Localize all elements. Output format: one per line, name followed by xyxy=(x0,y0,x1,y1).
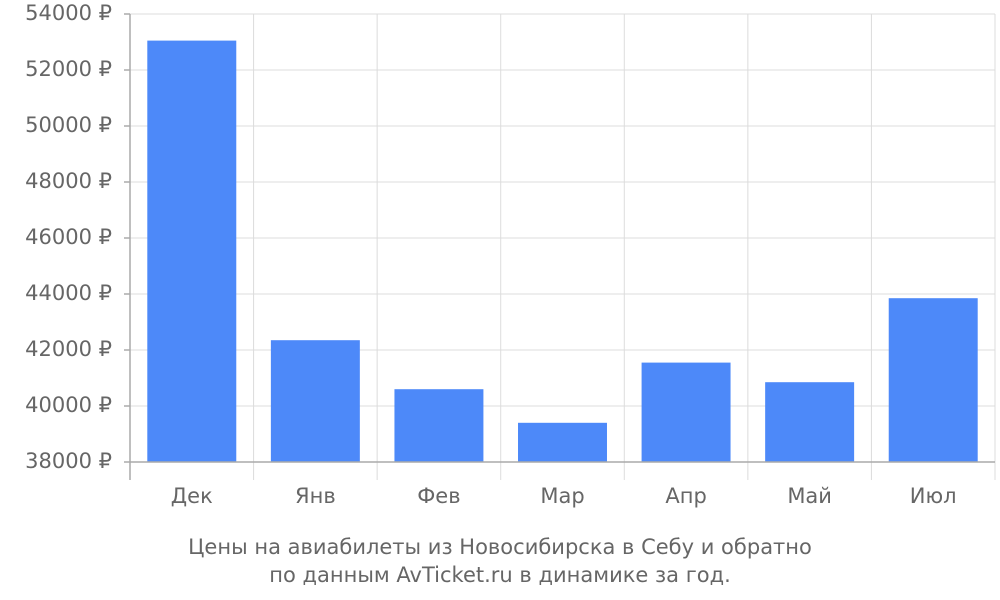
y-tick-label: 54000 ₽ xyxy=(25,1,112,25)
y-tick-label: 44000 ₽ xyxy=(25,281,112,305)
chart-subtitle: по данным AvTicket.ru в динамике за год. xyxy=(269,563,731,587)
bar xyxy=(394,389,484,462)
x-tick-label: Май xyxy=(787,484,832,508)
bar xyxy=(270,340,360,462)
chart-title: Цены на авиабилеты из Новосибирска в Себ… xyxy=(188,535,812,559)
y-tick-label: 46000 ₽ xyxy=(25,225,112,249)
bar xyxy=(888,298,978,462)
y-tick-label: 50000 ₽ xyxy=(25,113,112,137)
x-tick-label: Фев xyxy=(417,484,460,508)
bar xyxy=(765,382,855,462)
y-tick-label: 38000 ₽ xyxy=(25,449,112,473)
y-tick-label: 48000 ₽ xyxy=(25,169,112,193)
x-tick-label: Дек xyxy=(171,484,213,508)
x-tick-label: Мар xyxy=(540,484,584,508)
y-tick-label: 40000 ₽ xyxy=(25,393,112,417)
x-tick-label: Апр xyxy=(665,484,706,508)
x-tick-label: Июл xyxy=(910,484,957,508)
bar xyxy=(641,362,731,462)
y-tick-label: 52000 ₽ xyxy=(25,57,112,81)
bar xyxy=(147,40,237,462)
y-tick-label: 42000 ₽ xyxy=(25,337,112,361)
bar xyxy=(518,422,607,462)
x-tick-label: Янв xyxy=(295,484,336,508)
